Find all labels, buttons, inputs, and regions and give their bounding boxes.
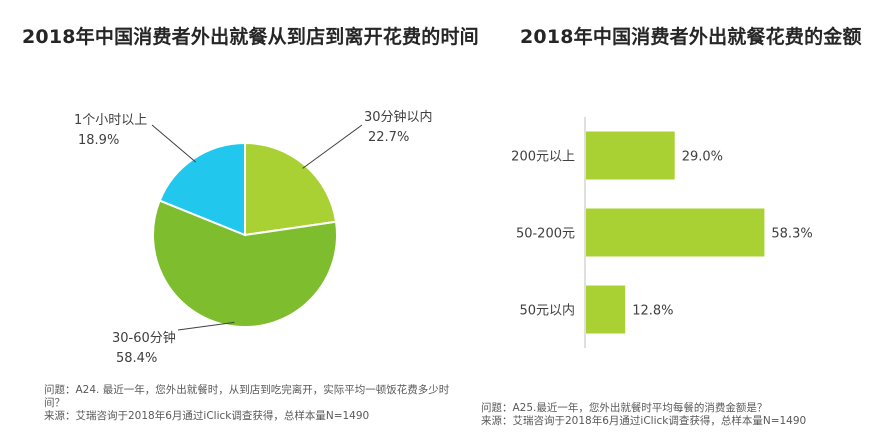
pie-slice-label: 30-60分钟 [112, 330, 176, 346]
pie-slice-value: 18.9% [78, 133, 119, 148]
pie-slice-label: 30分钟以内 [364, 109, 433, 125]
bar-note-line: 问题：A25.最近一年，您外出就餐时平均每餐的消费金额是？ [481, 402, 768, 414]
bar [586, 131, 675, 180]
bar-value-label: 29.0% [682, 150, 723, 165]
pie-leader-line [302, 124, 363, 169]
pie-chart-title: 2018年中国消费者外出就餐从到店到离开花费的时间 [22, 26, 479, 48]
pie-slice-value: 58.4% [116, 351, 157, 366]
bar-note-source: 来源：艾瑞咨询于2018年6月通过iClick调查获得，总样本量N=1490 [481, 415, 807, 427]
bar-category-label: 50-200元 [516, 227, 575, 242]
bar [586, 208, 765, 257]
bar-chart-notes: 问题：A25.最近一年，您外出就餐时平均每餐的消费金额是？ 来源：艾瑞咨询于20… [481, 402, 806, 428]
bar-category-label: 200元以上 [511, 150, 575, 165]
bar [586, 285, 626, 334]
pie-slice [152, 199, 338, 329]
pie-leader-line [177, 321, 235, 331]
pie-note-line: 问题：A24. 最近一年，您外出就餐时，从到店到吃完离开，实际平均一顿饭花费多少… [44, 384, 450, 396]
pie-slice [158, 141, 246, 237]
pie-note-line: 间？ [44, 397, 65, 409]
bar-chart-title: 2018年中国消费者外出就餐花费的金额 [520, 26, 862, 48]
pie-chart-notes: 问题：A24. 最近一年，您外出就餐时，从到店到吃完离开，实际平均一顿饭花费多少… [44, 384, 449, 423]
pie-leader-line [151, 124, 197, 163]
pie-note-source: 来源：艾瑞咨询于2018年6月通过iClick调查获得，总样本量N=1490 [44, 410, 370, 422]
pie-slice [244, 141, 338, 237]
bar-value-label: 12.8% [632, 304, 673, 319]
bar-value-label: 58.3% [771, 227, 812, 242]
pie-slice-label: 1个小时以上 [74, 113, 147, 128]
bar-category-label: 50元以内 [519, 303, 575, 319]
pie-slice-value: 22.7% [368, 130, 409, 145]
